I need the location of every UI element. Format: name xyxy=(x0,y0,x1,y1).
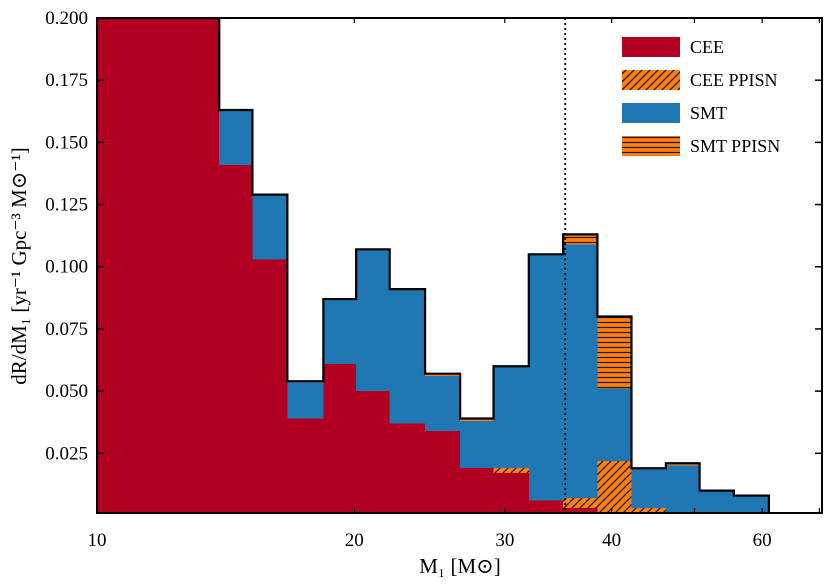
x-axis-label: M₁ [M⊙] xyxy=(419,554,501,578)
y-tick-label: 0.050 xyxy=(45,381,88,402)
bar-cee-ppisn-bin-11 xyxy=(563,498,598,509)
legend-swatch-smt xyxy=(622,103,680,123)
y-tick-label: 0.150 xyxy=(45,132,88,153)
y-tick-label: 0.175 xyxy=(45,70,88,91)
bar-smt-bin-2 xyxy=(252,194,288,260)
bar-smt-bin-6 xyxy=(389,289,426,424)
bar-smt-ppisn-bin-14 xyxy=(665,463,701,466)
legend-swatch-cee xyxy=(622,37,680,57)
bar-cee-bin-7 xyxy=(425,430,461,513)
bar-smt-bin-15 xyxy=(699,490,735,513)
y-tick-label: 0.200 xyxy=(45,8,88,29)
bar-cee-ppisn-bin-9 xyxy=(493,468,530,474)
y-tick-label: 0.025 xyxy=(45,443,88,464)
bar-smt-bin-7 xyxy=(425,376,461,431)
bar-smt-bin-13 xyxy=(631,468,667,509)
bar-cee-bin-0 xyxy=(97,18,220,513)
legend-swatch-smt-ppisn xyxy=(622,136,680,156)
plot-frame xyxy=(96,17,823,514)
axes-layer: 0.025 0.050 0.075 0.100 0.125 0.150 0.175 0.200… xyxy=(45,8,823,551)
bar-cee-bin-9 xyxy=(493,473,530,513)
bar-smt-bin-9 xyxy=(493,366,530,469)
bar-smt-bin-5 xyxy=(356,249,391,392)
bar-cee-ppisn-bin-12 xyxy=(597,460,632,513)
bars-layer xyxy=(97,18,770,513)
bar-smt-bin-3 xyxy=(287,381,324,419)
bar-cee-bin-11 xyxy=(563,508,598,513)
total-outline-line xyxy=(97,18,770,513)
bar-cee-bin-8 xyxy=(460,468,494,513)
y-tick-label: 0.100 xyxy=(45,257,88,278)
y-tick-label: 0.075 xyxy=(45,319,88,340)
x-tick-label: 20 xyxy=(345,530,364,551)
legend-label-cee: CEE xyxy=(690,37,724,57)
bar-smt-ppisn-bin-12 xyxy=(597,316,632,389)
bar-smt-ppisn-bin-8 xyxy=(460,418,494,421)
x-tick-label: 60 xyxy=(753,530,772,551)
bar-smt-bin-12 xyxy=(597,388,632,461)
bar-cee-bin-2 xyxy=(252,259,288,513)
bar-cee-bin-5 xyxy=(356,391,391,513)
legend: CEE CEE PPISN SMT SMT PPISN xyxy=(622,37,780,156)
y-axis-label: dR/dM₁ [yr⁻¹ Gpc⁻³ M⊙⁻¹] xyxy=(7,147,31,384)
overlay-layer xyxy=(97,18,770,513)
bar-cee-bin-3 xyxy=(287,418,324,513)
x-tick-label: 40 xyxy=(602,530,621,551)
bar-smt-bin-14 xyxy=(665,465,701,513)
legend-label-smt: SMT xyxy=(690,103,727,123)
y-tick-label: 0.125 xyxy=(45,195,88,216)
bar-smt-bin-11 xyxy=(563,244,598,499)
bar-cee-ppisn-bin-13 xyxy=(631,508,667,513)
x-tick-label: 10 xyxy=(88,530,107,551)
x-tick-label: 30 xyxy=(495,530,514,551)
bar-smt-bin-10 xyxy=(528,254,564,501)
bar-smt-ppisn-bin-7 xyxy=(425,373,461,377)
bar-smt-bin-4 xyxy=(323,299,357,364)
bar-smt-ppisn-bin-11 xyxy=(563,234,598,245)
legend-label-cee-ppisn: CEE PPISN xyxy=(690,70,778,90)
bar-smt-bin-1 xyxy=(219,110,253,165)
legend-label-smt-ppisn: SMT PPISN xyxy=(690,136,780,156)
bar-cee-bin-1 xyxy=(219,164,253,513)
bar-smt-bin-8 xyxy=(460,420,494,469)
bar-cee-bin-10 xyxy=(528,500,564,513)
bar-cee-bin-6 xyxy=(389,423,426,513)
legend-swatch-cee-ppisn xyxy=(622,70,680,90)
bar-smt-bin-16 xyxy=(733,495,770,513)
bar-cee-bin-4 xyxy=(323,363,357,513)
